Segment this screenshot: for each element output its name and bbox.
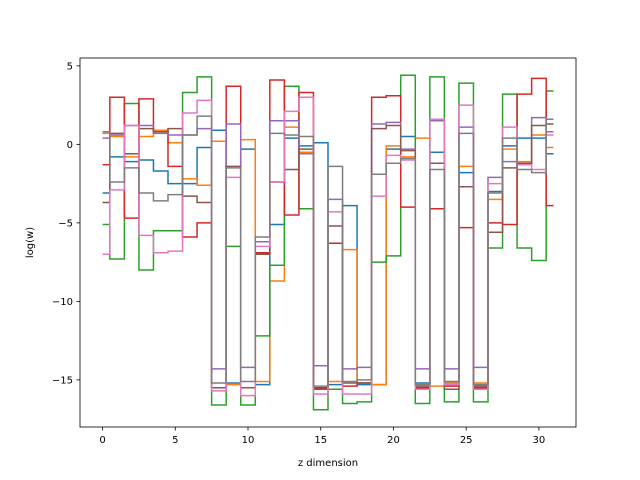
x-tick-label: 10 — [242, 435, 255, 446]
series-line-7 — [102, 96, 554, 397]
y-axis-ticks: 5 0 −5 −10 −15 — [52, 61, 80, 386]
x-tick-label: 5 — [172, 435, 178, 446]
y-axis-label: log(w) — [25, 227, 36, 258]
y-tick-label: −5 — [58, 218, 73, 229]
y-tick-label: 5 — [67, 61, 73, 72]
plot-frame — [79, 57, 577, 428]
x-axis-label: z dimension — [298, 458, 358, 469]
x-tick-label: 0 — [99, 435, 105, 446]
series-line-8 — [102, 115, 554, 387]
y-tick-label: 0 — [67, 140, 73, 151]
series-layer — [102, 74, 554, 411]
x-tick-label: 20 — [387, 435, 400, 446]
x-axis-ticks: 0 5 10 15 20 25 30 — [99, 427, 545, 446]
y-tick-label: −15 — [52, 375, 73, 386]
x-tick-label: 30 — [533, 435, 546, 446]
y-tick-label: −10 — [52, 297, 73, 308]
x-tick-label: 15 — [314, 435, 327, 446]
x-tick-label: 25 — [460, 435, 473, 446]
